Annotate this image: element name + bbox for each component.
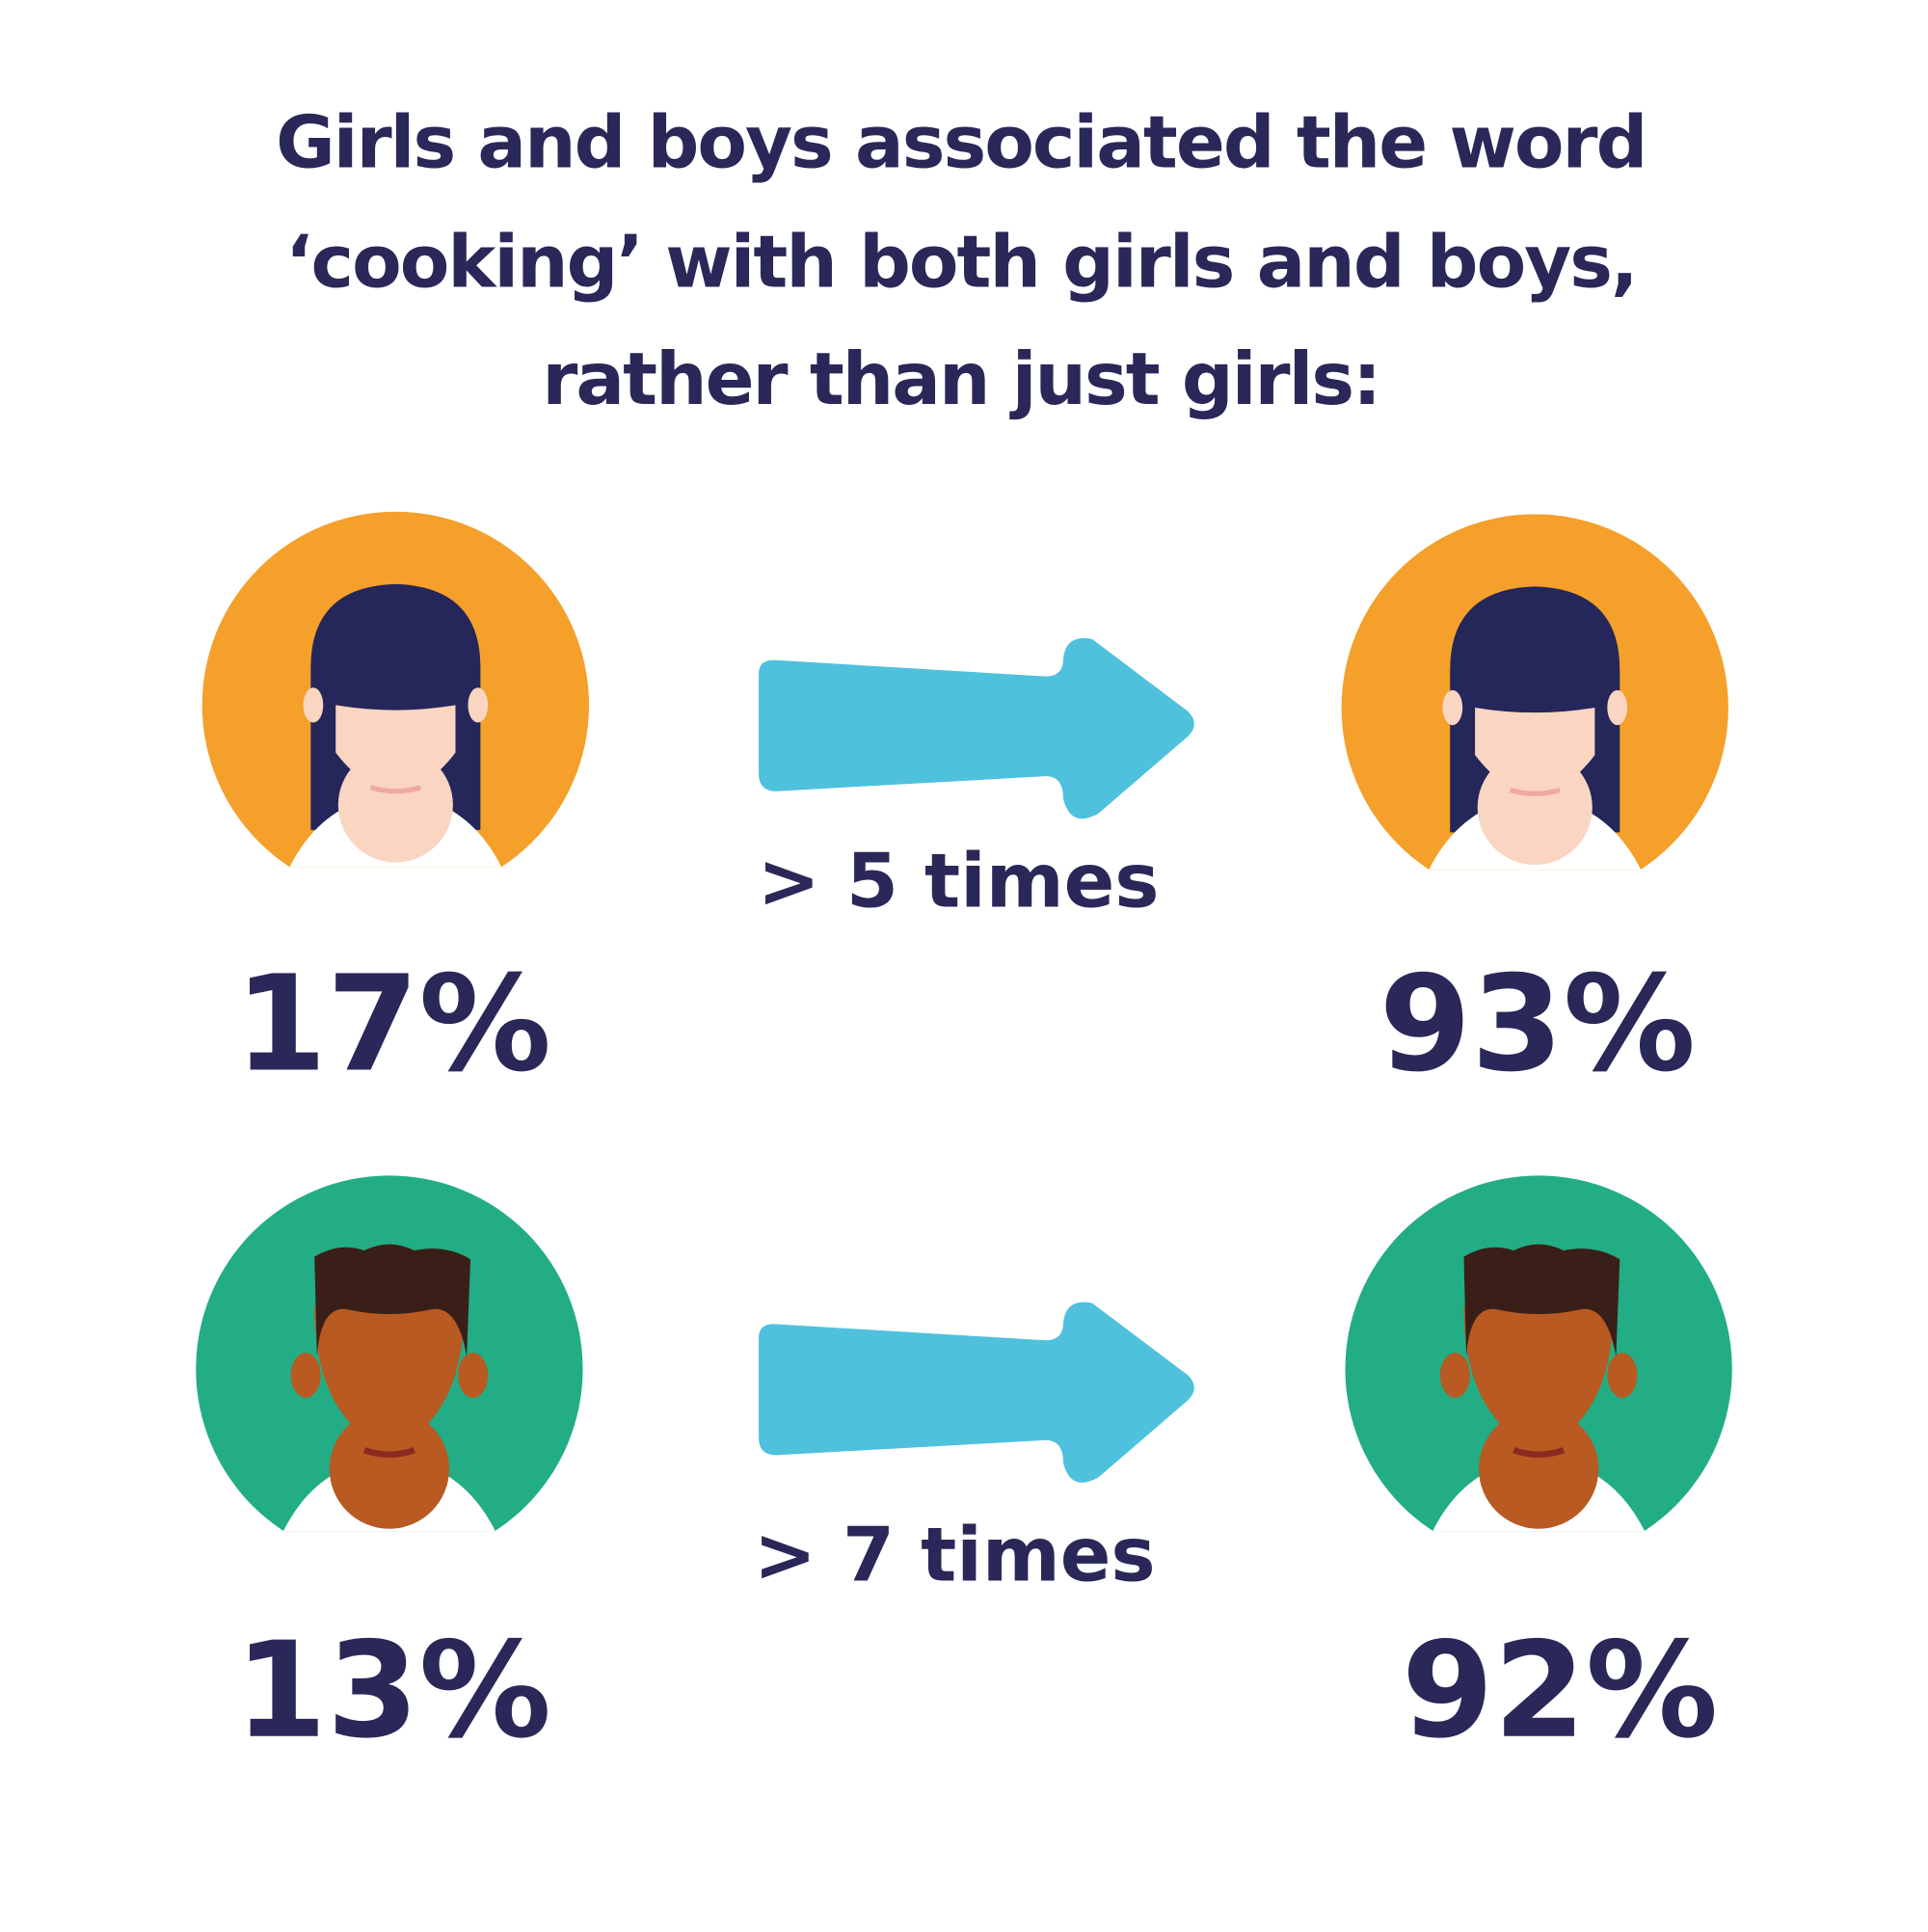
- boy-avatar: [190, 1175, 589, 1581]
- title-line: rather than just girls:: [542, 336, 1379, 421]
- after-percent: 93%: [1379, 948, 1696, 1101]
- change-label: > 5 times: [758, 839, 1160, 926]
- girl-avatar: [1335, 514, 1734, 920]
- title-line: ‘cooking’ with both girls and boys,: [285, 220, 1637, 305]
- boy-avatar: [1339, 1175, 1738, 1581]
- after-percent: 92%: [1402, 1615, 1718, 1768]
- arrow: [759, 637, 1194, 819]
- title-line: Girls and boys associated the word: [276, 99, 1646, 184]
- before-percent: 17%: [235, 948, 551, 1101]
- arrow: [759, 1301, 1194, 1483]
- girl-avatar: [196, 512, 595, 918]
- before-percent: 13%: [235, 1615, 551, 1768]
- change-label: > 7 times: [754, 1513, 1156, 1599]
